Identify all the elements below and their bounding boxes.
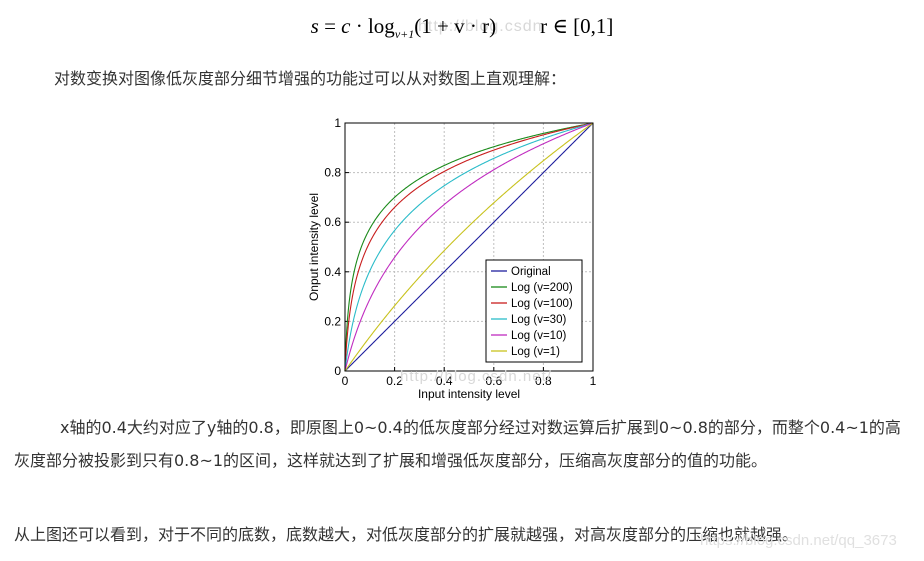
series-line-log-v-30 bbox=[344, 122, 594, 372]
log-curves-chart: 00 0.2 0.2 0.4 0.4 0.6 0.6 0.8 0.8 1 1 Input intens… bbox=[307, 116, 597, 401]
legend-entry: Original bbox=[511, 266, 551, 278]
plot-frame bbox=[344, 122, 594, 372]
legend-entry: Log (v=100) bbox=[511, 298, 573, 310]
formula-argument: (1 + v · r) bbox=[414, 14, 497, 38]
formula-domain: r ∈ [0,1] bbox=[540, 14, 614, 38]
intro-paragraph: 对数变换对图像低灰度部分细节增强的功能过可以从对数图上直观理解： bbox=[54, 69, 567, 88]
log-curves-figure: 0 0 0.2 0.2 0.4 0.4 0.6 0.6 0.8 0.8 1 1 Input intens… bbox=[300, 108, 620, 408]
y-tick-label: 0.8 bbox=[324, 166, 341, 180]
x-tick-label: 0.8 bbox=[535, 374, 552, 388]
x-tick-label: 0.6 bbox=[485, 374, 502, 388]
series-line-log-v-100 bbox=[344, 122, 594, 372]
y-tick-label: 1 bbox=[334, 116, 341, 130]
formula-lhs: s bbox=[310, 14, 319, 38]
x-tick-label: 0 bbox=[342, 374, 349, 388]
y-tick-label: 0.4 bbox=[324, 265, 341, 279]
conclusion-paragraph: 从上图还可以看到，对于不同的底数，底数越大，对低灰度部分的扩展就越强，对高灰度部… bbox=[14, 525, 799, 544]
formula-base: v+1 bbox=[394, 27, 415, 42]
y-tick-label: 0.6 bbox=[324, 215, 341, 229]
y-axis-label: Onput intensity level bbox=[307, 193, 321, 301]
y-tick-label: 0 bbox=[334, 364, 341, 378]
x-tick-label: 0.4 bbox=[436, 374, 453, 388]
legend-entry: Log (v=30) bbox=[511, 314, 566, 326]
series-line-log-v-10 bbox=[344, 122, 594, 372]
y-tick-label: 0.2 bbox=[324, 314, 341, 328]
series-line-log-v-200 bbox=[344, 122, 594, 372]
legend-entry: Log (v=1) bbox=[511, 346, 560, 358]
explanation-paragraph: x轴的0.4大约对应了y轴的0.8，即原图上0~0.4的低灰度部分经过对数运算后… bbox=[14, 418, 901, 470]
formula-log: · log bbox=[350, 14, 395, 38]
x-axis-label: Input intensity level bbox=[418, 387, 520, 401]
x-tick-label: 0.2 bbox=[386, 374, 403, 388]
series-line-original bbox=[344, 122, 594, 372]
formula-constant: c bbox=[341, 14, 351, 38]
formula-equals: = bbox=[318, 14, 342, 38]
log-transform-formula: s = c · logv+1(1 + v · r) r ∈ [0,1] bbox=[0, 14, 924, 42]
x-tick-label: 1 bbox=[590, 374, 597, 388]
legend-entry: Log (v=10) bbox=[511, 330, 566, 342]
legend-box bbox=[485, 259, 583, 363]
series-line-log-v-1 bbox=[344, 122, 594, 372]
legend-entry: Log (v=200) bbox=[511, 282, 573, 294]
